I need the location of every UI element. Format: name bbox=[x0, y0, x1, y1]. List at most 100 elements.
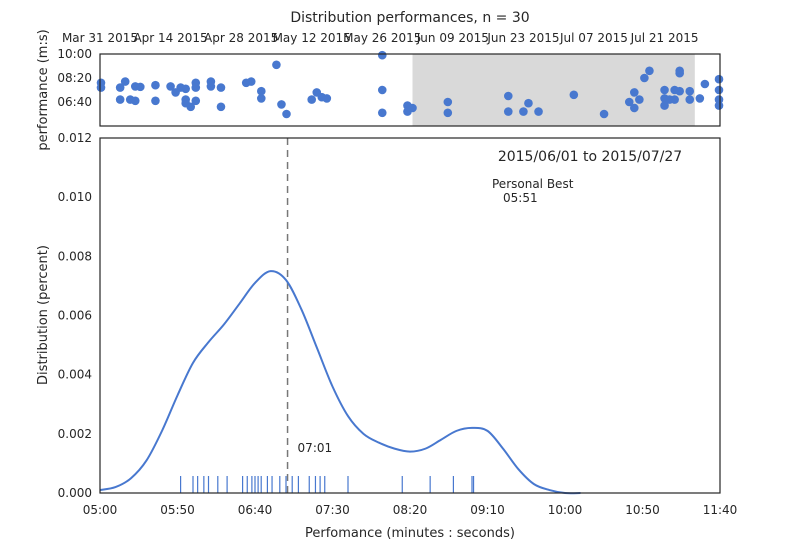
distribution-y-tick-label: 0.008 bbox=[58, 249, 92, 263]
timeline-point bbox=[503, 107, 513, 116]
timeline-point bbox=[191, 96, 201, 106]
timeline-point bbox=[700, 79, 710, 89]
distribution-x-ticks: 05:00 05:50 06:40 07:30 08:20 09:10 10:00 10:50… bbox=[83, 503, 738, 517]
distribution-curve bbox=[99, 270, 581, 495]
timeline-point bbox=[206, 77, 216, 86]
timeline-point bbox=[377, 85, 387, 95]
timeline-point bbox=[216, 102, 226, 112]
distribution-x-tick-label: 08:20 bbox=[393, 503, 428, 517]
distribution-y-tick-label: 0.002 bbox=[58, 427, 92, 441]
figure-title: Distribution performances, n = 30 bbox=[290, 10, 529, 26]
timeline-point bbox=[408, 103, 417, 113]
timeline-y-ticks: 06:40 08:20 10:00 bbox=[57, 47, 92, 109]
timeline-point bbox=[670, 95, 679, 104]
timeline-x-tick-label: Jul 07 2015 bbox=[559, 31, 628, 45]
timeline-points bbox=[96, 50, 724, 119]
timeline-point bbox=[136, 82, 145, 92]
timeline-point bbox=[257, 86, 266, 96]
timeline-x-tick-label: Apr 28 2015 bbox=[204, 31, 278, 45]
timeline-point bbox=[660, 101, 669, 110]
timeline-point bbox=[685, 86, 695, 96]
timeline-y-tick-label: 10:00 bbox=[57, 47, 92, 61]
timeline-point bbox=[246, 77, 256, 86]
timeline-point bbox=[714, 74, 724, 84]
timeline-point bbox=[630, 88, 639, 97]
timeline-point bbox=[130, 96, 140, 106]
timeline-point bbox=[377, 108, 387, 118]
timeline-y-tick-label: 06:40 bbox=[57, 95, 92, 109]
timeline-point bbox=[599, 109, 609, 119]
distribution-y-tick-label: 0.010 bbox=[58, 190, 92, 204]
timeline-point bbox=[569, 90, 579, 100]
distribution-x-tick-label: 10:50 bbox=[625, 503, 660, 517]
distribution-y-label: Distribution (percent) bbox=[36, 245, 51, 385]
median-label: 07:01 bbox=[298, 441, 333, 455]
timeline-point bbox=[307, 95, 317, 104]
timeline-point bbox=[503, 91, 513, 101]
timeline-point bbox=[675, 86, 684, 96]
timeline-point bbox=[630, 103, 639, 113]
timeline-x-tick-label: Jul 21 2015 bbox=[630, 31, 699, 45]
timeline-x-tick-label: Jun 09 2015 bbox=[416, 31, 489, 45]
distribution-y-ticks: 0.000 0.002 0.004 0.006 0.008 0.010 0.012 bbox=[58, 131, 92, 500]
timeline-point bbox=[443, 108, 453, 118]
timeline-highlight-span bbox=[412, 54, 695, 126]
timeline-point bbox=[257, 94, 266, 103]
timeline-point bbox=[181, 84, 190, 94]
distribution-x-label: Perfomance (minutes : seconds) bbox=[305, 526, 515, 541]
timeline-point bbox=[519, 107, 528, 116]
timeline-point bbox=[115, 83, 125, 92]
distribution-y-tick-label: 0.006 bbox=[58, 309, 92, 323]
timeline-point bbox=[166, 82, 175, 91]
timeline-point bbox=[151, 96, 160, 106]
distribution-y-tick-label: 0.004 bbox=[58, 368, 92, 382]
timeline-point bbox=[216, 83, 226, 92]
timeline-point bbox=[191, 83, 201, 92]
personal-best-label: Personal Best bbox=[492, 177, 574, 191]
timeline-point bbox=[96, 78, 106, 88]
timeline-x-tick-label: Jun 23 2015 bbox=[486, 31, 559, 45]
timeline-point bbox=[645, 66, 654, 76]
timeline-x-tick-label: May 12 2015 bbox=[273, 31, 351, 45]
timeline-x-tick-label: Apr 14 2015 bbox=[133, 31, 207, 45]
distribution-title: 2015/06/01 to 2015/07/27 bbox=[498, 149, 682, 165]
timeline-point bbox=[120, 77, 130, 86]
timeline-point bbox=[675, 68, 684, 78]
timeline-point bbox=[635, 95, 644, 104]
timeline-point bbox=[151, 80, 160, 90]
timeline-point bbox=[714, 85, 724, 95]
distribution-y-tick-label: 0.012 bbox=[58, 131, 92, 145]
timeline-x-tick-label: May 26 2015 bbox=[343, 31, 421, 45]
timeline-point bbox=[534, 107, 543, 116]
distribution-x-tick-label: 06:40 bbox=[238, 503, 273, 517]
distribution-frame bbox=[99, 137, 721, 494]
distribution-y-tick-label: 0.000 bbox=[58, 486, 92, 500]
distribution-x-tick-label: 07:30 bbox=[315, 503, 350, 517]
distribution-x-tick-label: 05:00 bbox=[83, 503, 118, 517]
timeline-point bbox=[277, 100, 286, 109]
timeline-point bbox=[640, 73, 649, 83]
distribution-panel: 0.000 0.002 0.004 0.006 0.008 0.010 0.012 05:0… bbox=[36, 131, 737, 541]
timeline-point bbox=[377, 50, 387, 60]
distribution-x-tick-label: 10:00 bbox=[548, 503, 583, 517]
timeline-point bbox=[714, 95, 724, 104]
timeline-y-label: performance (m:s) bbox=[36, 29, 51, 150]
timeline-point bbox=[524, 98, 533, 108]
timeline-point bbox=[115, 95, 125, 104]
timeline-point bbox=[660, 85, 669, 95]
timeline-x-tick-label: Mar 31 2015 bbox=[62, 31, 138, 45]
timeline-point bbox=[282, 109, 291, 119]
timeline-point bbox=[443, 97, 453, 107]
timeline-point bbox=[186, 102, 196, 112]
timeline-y-tick-label: 08:20 bbox=[57, 71, 92, 85]
timeline-point bbox=[685, 95, 695, 104]
timeline-point bbox=[272, 60, 281, 70]
personal-best-value: 05:51 bbox=[503, 191, 538, 205]
timeline-point bbox=[322, 94, 332, 103]
timeline-point bbox=[695, 94, 705, 103]
distribution-x-tick-label: 11:40 bbox=[703, 503, 738, 517]
timeline-point bbox=[624, 97, 634, 107]
